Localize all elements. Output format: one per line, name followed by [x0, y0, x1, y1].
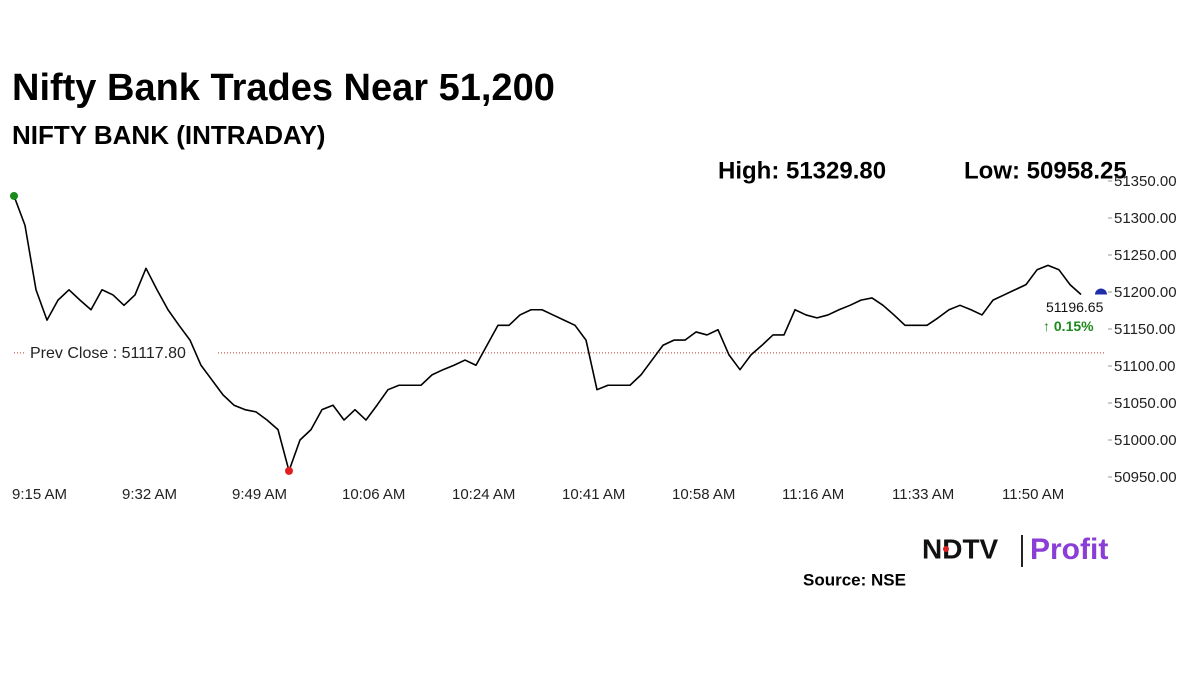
brand-profit: Profit	[1030, 533, 1108, 566]
x-tick-label: 11:33 AM	[892, 486, 954, 503]
source: Source: NSE	[803, 570, 906, 589]
y-tick-label: 51100.00	[1114, 358, 1175, 375]
low-label: Low: 50958.25	[964, 157, 1127, 184]
y-tick-label: 51000.00	[1114, 432, 1177, 449]
x-tick-label: 11:16 AM	[782, 486, 844, 503]
x-tick-label: 11:50 AM	[1002, 486, 1064, 503]
x-tick-label: 9:49 AM	[232, 486, 287, 503]
y-tick-label: 50950.00	[1114, 469, 1177, 486]
x-tick-label: 10:58 AM	[672, 486, 735, 503]
high-marker	[10, 191, 18, 200]
last-marker	[1095, 288, 1107, 295]
y-tick-label: 51250.00	[1114, 247, 1177, 264]
y-tick-label: 51300.00	[1114, 210, 1177, 227]
y-tick-label: 51150.00	[1114, 321, 1175, 338]
last-label: 51196.65	[1046, 299, 1104, 315]
low-marker	[285, 466, 293, 475]
prev-close-bg	[26, 342, 218, 363]
x-tick-label: 9:15 AM	[12, 486, 67, 503]
brand-ndtv: NDTV	[922, 533, 999, 564]
y-tick-label: 51200.00	[1114, 284, 1177, 301]
prev-close-label: Prev Close : 51117.80	[30, 345, 186, 362]
y-tick-label: 51350.00	[1114, 173, 1177, 190]
brand-dot	[943, 546, 949, 552]
x-tick-label: 10:41 AM	[562, 486, 625, 503]
x-tick-label: 10:06 AM	[342, 486, 405, 503]
chart-subtitle: NIFTY BANK (INTRADAY)	[12, 120, 325, 150]
price-line	[13, 195, 1082, 472]
x-tick-label: 10:24 AM	[452, 486, 515, 503]
y-tick-label: 51050.00	[1114, 395, 1177, 412]
x-tick-label: 9:32 AM	[122, 486, 177, 503]
chart-title: Nifty Bank Trades Near 51,200	[12, 67, 555, 109]
high-label: High: 51329.80	[718, 157, 886, 184]
change-label: ↑ 0.15%	[1043, 318, 1094, 334]
